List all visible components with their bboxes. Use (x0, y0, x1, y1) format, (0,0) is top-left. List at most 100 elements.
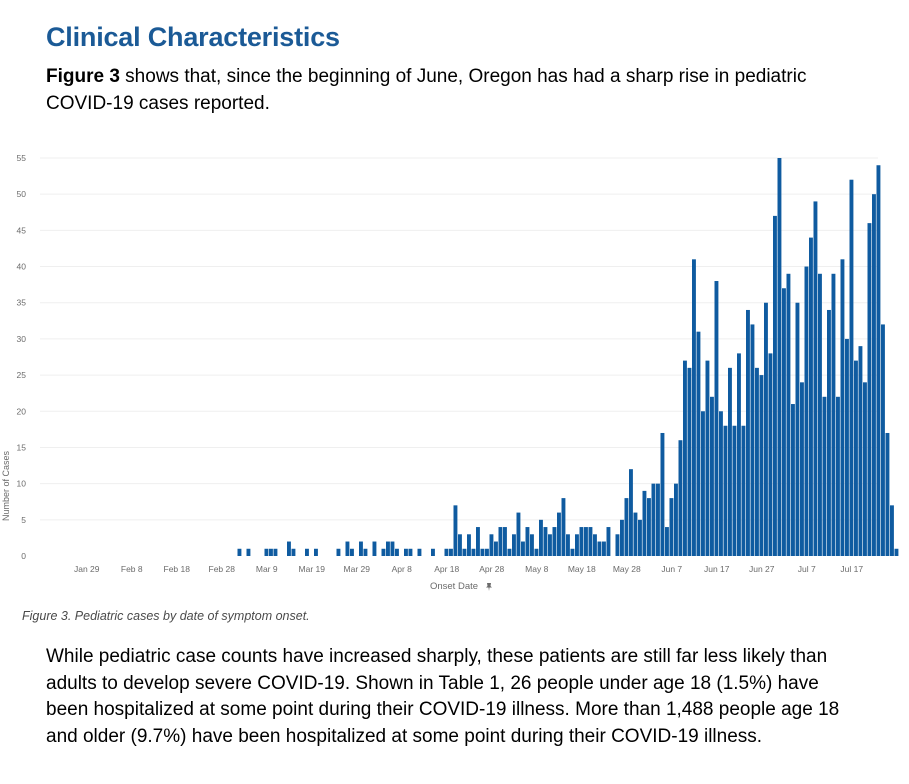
bar (314, 548, 318, 556)
bar (795, 302, 800, 556)
bar (822, 396, 827, 556)
bar (881, 324, 885, 556)
y-tick-label: 55 (17, 153, 27, 163)
bar (246, 548, 251, 556)
bar (449, 548, 453, 556)
x-tick-label: Apr 8 (392, 564, 413, 574)
bar (584, 527, 588, 556)
bar (764, 302, 768, 556)
bar (395, 548, 399, 556)
bar (530, 534, 534, 556)
bar (651, 483, 656, 556)
x-tick-label: May 28 (613, 564, 641, 574)
bar (809, 237, 813, 556)
bar (719, 411, 723, 556)
bar (516, 512, 521, 556)
bar (890, 505, 894, 556)
x-tick-label: Jun 27 (749, 564, 775, 574)
bar (552, 527, 557, 556)
figure-reference: Figure 3 (46, 66, 120, 87)
x-tick-label: Mar 9 (256, 564, 278, 574)
bar (701, 411, 705, 556)
bar (786, 273, 791, 556)
section-heading: Clinical Characteristics (46, 22, 340, 52)
bar (638, 519, 642, 556)
bar (620, 519, 624, 556)
x-tick-label: Jan 29 (74, 564, 100, 574)
bar (741, 425, 746, 556)
bar (404, 548, 408, 556)
bar (633, 512, 638, 556)
bar (453, 505, 458, 556)
bar (845, 338, 849, 556)
bar (471, 548, 476, 556)
bar (768, 353, 773, 556)
bar (827, 309, 831, 556)
bar (503, 527, 507, 556)
y-tick-label: 35 (17, 298, 27, 308)
bar (687, 367, 692, 556)
x-axis-label: Onset Date (430, 581, 478, 592)
bar (669, 498, 674, 556)
bar (408, 548, 413, 556)
bar (678, 440, 683, 556)
figure-caption: Figure 3. Pediatric cases by date of sym… (22, 609, 310, 623)
bar (683, 360, 687, 556)
bar (444, 548, 449, 556)
x-tick-label: Feb 8 (121, 564, 143, 574)
bar (656, 483, 660, 556)
chart-bars (237, 158, 899, 557)
bar (791, 404, 795, 556)
bar (750, 324, 755, 556)
bar (417, 548, 422, 556)
bar (723, 425, 728, 556)
bar (755, 367, 759, 556)
x-tick-label: Apr 28 (479, 564, 504, 574)
bar (534, 548, 539, 556)
bar (840, 259, 845, 556)
y-tick-label: 25 (17, 370, 27, 380)
bar (507, 548, 512, 556)
bar (597, 541, 602, 556)
bar (543, 527, 548, 556)
bar (467, 534, 471, 556)
bar (876, 165, 881, 556)
bar (476, 527, 480, 556)
bar (588, 527, 593, 556)
body-paragraph: While pediatric case counts have increas… (46, 646, 840, 747)
bar (728, 367, 732, 556)
y-tick-label: 15 (17, 442, 27, 452)
bar (732, 425, 737, 556)
bar (836, 396, 840, 556)
bar (624, 498, 629, 556)
bar (746, 309, 750, 556)
intro-paragraph: Figure 3 shows that, since the beginning… (46, 63, 826, 117)
bar (894, 548, 899, 556)
bar (575, 534, 579, 556)
bar (665, 527, 669, 556)
bar (557, 512, 561, 556)
bar (593, 534, 597, 556)
bar (660, 432, 665, 556)
y-tick-label: 10 (17, 479, 27, 489)
bar (759, 375, 764, 556)
bar (345, 541, 350, 556)
bar (498, 527, 503, 556)
bar (287, 541, 291, 556)
bar (485, 548, 489, 556)
bar (521, 541, 525, 556)
x-tick-label: Jun 17 (704, 564, 730, 574)
bar (615, 534, 620, 556)
bar (462, 548, 467, 556)
bar (773, 215, 777, 556)
bar (804, 266, 809, 556)
pediatric-cases-bar-chart: 0 5 10 15 20 25 30 35 40 45 50 55 Jan 29 Feb 8 Feb 18… (1, 153, 899, 592)
bar (863, 382, 867, 556)
chart-gridlines (40, 157, 878, 521)
y-tick-label: 5 (21, 515, 26, 525)
bar (692, 259, 696, 556)
pin-icon[interactable] (486, 583, 492, 591)
bar (674, 483, 678, 556)
bar (579, 527, 584, 556)
y-tick-label: 0 (21, 551, 26, 561)
